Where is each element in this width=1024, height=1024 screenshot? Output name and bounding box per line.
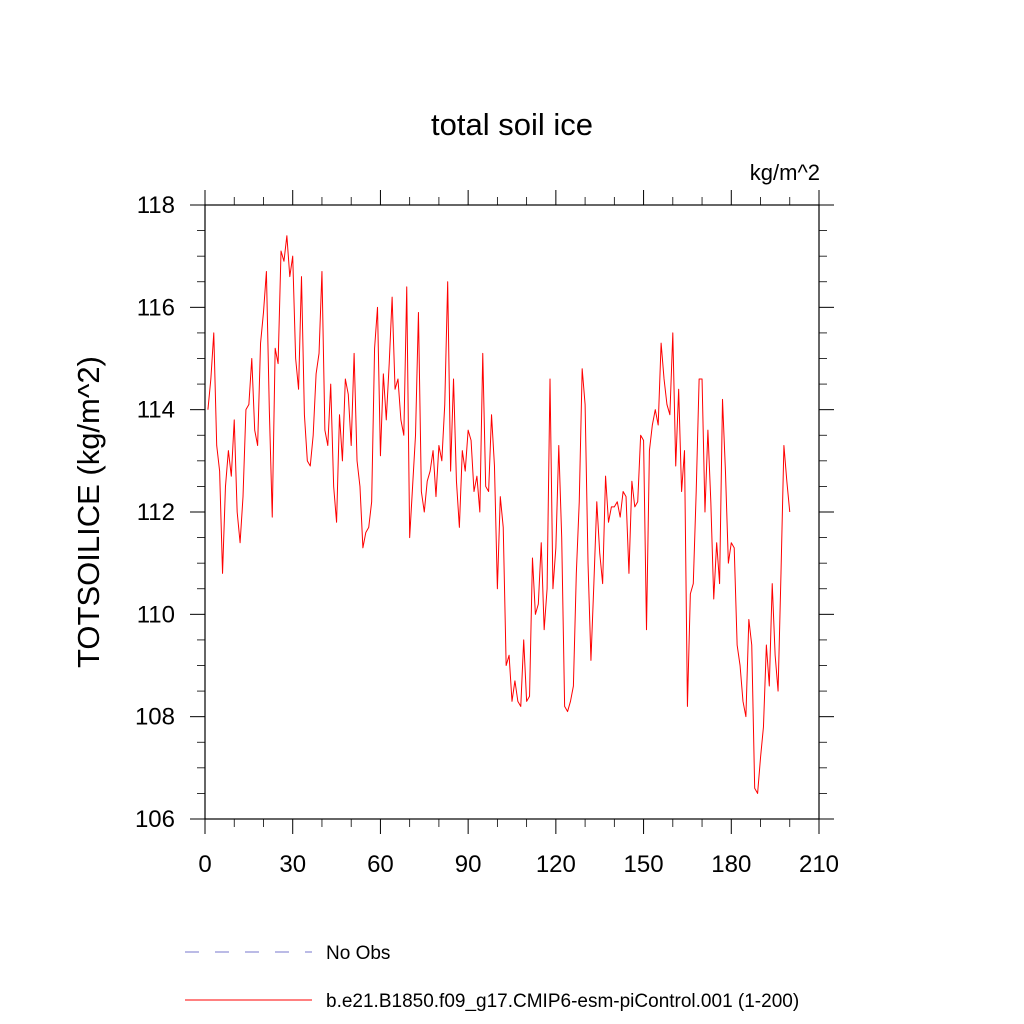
x-tick-label: 90	[455, 851, 482, 878]
series-line	[207, 235, 791, 794]
units-label: kg/m^2	[750, 160, 820, 185]
plot-frame	[204, 204, 820, 820]
x-tick-label: 180	[711, 851, 751, 878]
legend-label: No Obs	[326, 943, 390, 964]
y-axis-label: TOTSOILICE (kg/m^2)	[71, 356, 106, 668]
major-ticks	[190, 190, 834, 834]
minor-ticks	[197, 197, 827, 827]
y-tick-label: 108	[135, 704, 175, 731]
tick-labels: 0 30 60 90 120 150 180 210 106 108 110 112 114 116 118	[135, 192, 839, 878]
y-tick-label: 112	[137, 499, 175, 526]
x-tick-label: 60	[367, 851, 394, 878]
chart-title: total soil ice	[431, 107, 593, 142]
series-lines	[207, 235, 791, 794]
x-tick-label: 150	[624, 851, 664, 878]
y-tick-label: 118	[137, 192, 175, 219]
x-tick-label: 30	[279, 851, 306, 878]
y-tick-label: 114	[137, 397, 175, 424]
x-tick-label: 0	[198, 851, 211, 878]
x-tick-label: 120	[536, 851, 576, 878]
y-tick-label: 106	[135, 806, 175, 833]
y-tick-label: 110	[137, 601, 175, 628]
x-tick-label: 210	[799, 851, 839, 878]
y-tick-label: 116	[137, 294, 175, 321]
legend-label: b.e21.B1850.f09_g17.CMIP6-esm-piControl.…	[326, 991, 799, 1012]
legend: No Obs b.e21.B1850.f09_g17.CMIP6-esm-piCo…	[185, 943, 799, 1012]
